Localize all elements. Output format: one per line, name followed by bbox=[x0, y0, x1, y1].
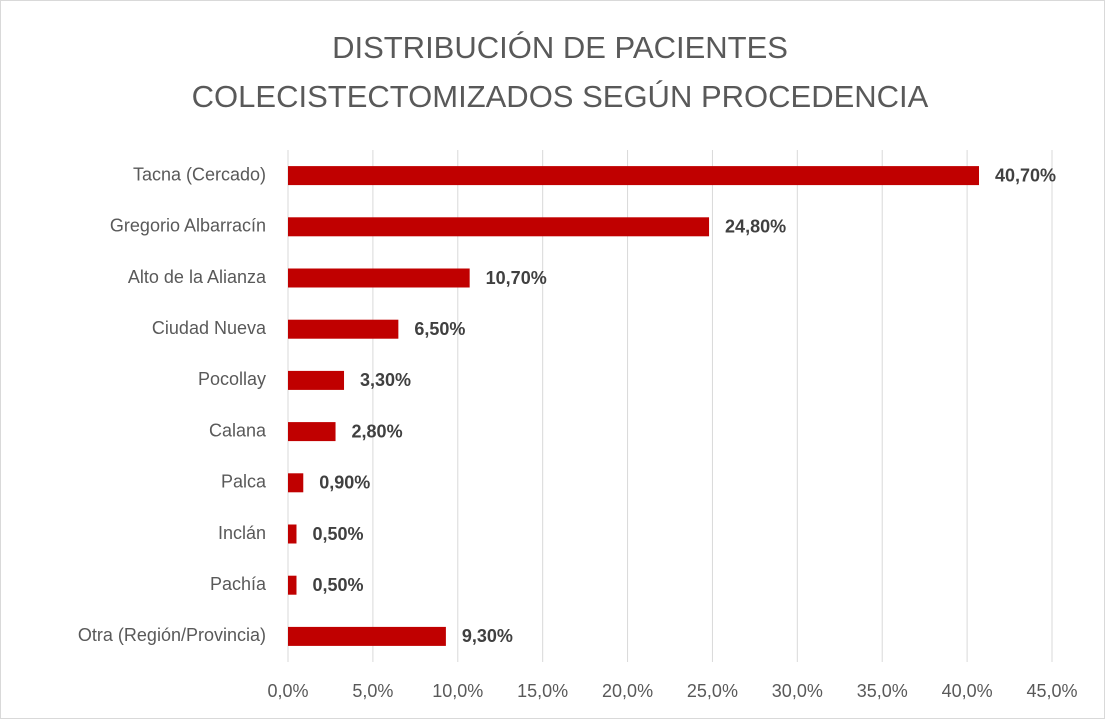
bar bbox=[288, 473, 304, 493]
data-label: 2,80% bbox=[352, 421, 403, 441]
y-tick-label: Alto de la Alianza bbox=[128, 267, 267, 287]
x-tick-label: 15,0% bbox=[517, 681, 568, 701]
data-label: 0,50% bbox=[312, 575, 363, 595]
y-tick-label: Inclán bbox=[218, 523, 266, 543]
bar bbox=[288, 575, 297, 595]
bar bbox=[288, 626, 446, 646]
data-label: 0,90% bbox=[319, 473, 370, 493]
x-tick-label: 45,0% bbox=[1026, 681, 1077, 701]
bar bbox=[288, 268, 470, 288]
y-tick-label: Ciudad Nueva bbox=[152, 318, 267, 338]
y-tick-label: Palca bbox=[221, 472, 267, 492]
bar bbox=[288, 319, 399, 339]
data-label: 6,50% bbox=[414, 319, 465, 339]
chart-title-line: DISTRIBUCIÓN DE PACIENTES bbox=[332, 30, 788, 65]
x-tick-label: 5,0% bbox=[352, 681, 393, 701]
data-label: 10,70% bbox=[486, 268, 547, 288]
data-label: 24,80% bbox=[725, 217, 786, 237]
data-label: 9,30% bbox=[462, 626, 513, 646]
bar bbox=[288, 217, 710, 237]
x-tick-label: 20,0% bbox=[602, 681, 653, 701]
bar bbox=[288, 524, 297, 544]
x-tick-label: 35,0% bbox=[857, 681, 908, 701]
bar bbox=[288, 370, 345, 390]
data-label: 40,70% bbox=[995, 165, 1056, 185]
y-tick-label: Calana bbox=[209, 420, 267, 440]
y-tick-label: Pocollay bbox=[198, 369, 266, 389]
bar bbox=[288, 166, 979, 186]
y-tick-label: Gregorio Albarracín bbox=[110, 216, 266, 236]
x-tick-label: 40,0% bbox=[942, 681, 993, 701]
chart-title-line: COLECISTECTOMIZADOS SEGÚN PROCEDENCIA bbox=[192, 79, 929, 114]
data-label: 0,50% bbox=[312, 524, 363, 544]
y-tick-label: Pachía bbox=[210, 574, 267, 594]
y-tick-label: Otra (Región/Provincia) bbox=[78, 625, 266, 645]
bar bbox=[288, 422, 336, 442]
x-tick-label: 0,0% bbox=[267, 681, 308, 701]
data-label: 3,30% bbox=[360, 370, 411, 390]
x-tick-label: 25,0% bbox=[687, 681, 738, 701]
y-tick-label: Tacna (Cercado) bbox=[133, 164, 266, 184]
x-tick-label: 10,0% bbox=[432, 681, 483, 701]
x-tick-label: 30,0% bbox=[772, 681, 823, 701]
